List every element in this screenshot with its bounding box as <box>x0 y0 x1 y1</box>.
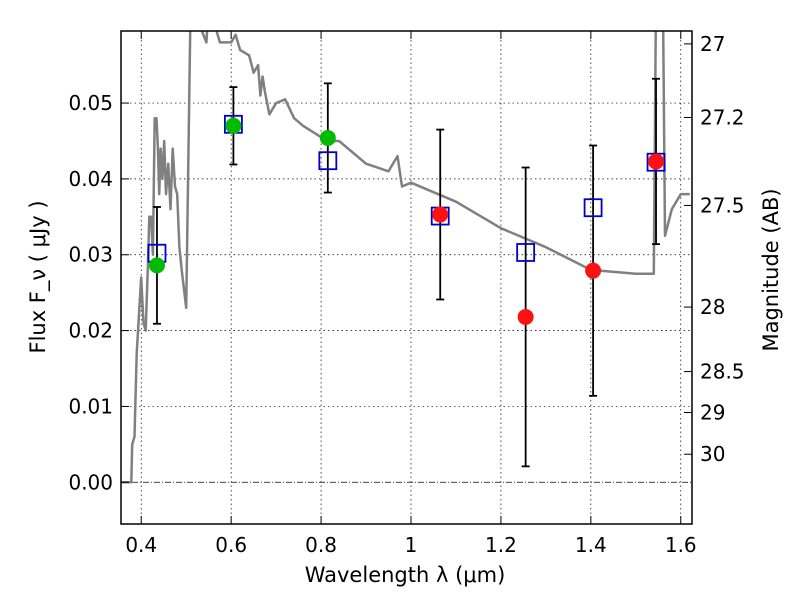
red-data-point <box>432 206 449 223</box>
mag-tick-label: 27.2 <box>700 105 745 129</box>
green-data-point <box>148 257 165 274</box>
green-data-point <box>225 117 242 134</box>
x-tick-label: 1 <box>405 533 418 557</box>
error-bars <box>152 77 661 468</box>
y-tick-label: 0.04 <box>68 167 113 191</box>
spectrum-line <box>121 31 690 484</box>
model-photometry-square <box>318 151 338 171</box>
x-tick-label: 0.4 <box>125 533 157 557</box>
x-axis-label: Wavelength λ (μm) <box>305 563 506 587</box>
red-data-point <box>517 308 534 325</box>
ticks: 0.4 0.6 0.8 1 1.2 1.4 1.6 0.00 0.01 0.02 0.03 0.04 0… <box>68 31 745 557</box>
x-tick-label: 1.4 <box>575 533 607 557</box>
spectrum-layer <box>121 31 690 484</box>
markers <box>147 114 666 325</box>
x-tick-label: 0.8 <box>305 533 337 557</box>
model-photometry-square <box>583 198 603 218</box>
x-tick-label: 0.6 <box>215 533 247 557</box>
mag-tick-label: 27.5 <box>700 193 745 217</box>
x-tick-label: 1.6 <box>665 533 697 557</box>
mag-tick-label: 30 <box>700 442 725 466</box>
mag-tick-label: 29 <box>700 401 725 425</box>
y-axis-label: Flux F_ν ( μJy ) <box>26 200 51 353</box>
green-data-point <box>319 129 336 146</box>
y-tick-label: 0.01 <box>68 394 113 418</box>
x-tick-label: 1.2 <box>485 533 517 557</box>
y-tick-label: 0.02 <box>68 319 113 343</box>
red-data-point <box>648 153 665 170</box>
y2-axis-label: Magnitude (AB) <box>759 188 783 351</box>
red-data-point <box>585 262 602 279</box>
mag-tick-label: 28.5 <box>700 360 745 384</box>
mag-tick-label: 27 <box>700 32 725 56</box>
mag-tick-label: 28 <box>700 295 725 319</box>
grid <box>121 31 692 524</box>
y-tick-label: 0.05 <box>68 91 113 115</box>
y-tick-label: 0.00 <box>68 470 113 494</box>
model-photometry-square <box>516 243 536 262</box>
y-tick-label: 0.03 <box>68 243 113 267</box>
plot-frame <box>120 30 693 525</box>
